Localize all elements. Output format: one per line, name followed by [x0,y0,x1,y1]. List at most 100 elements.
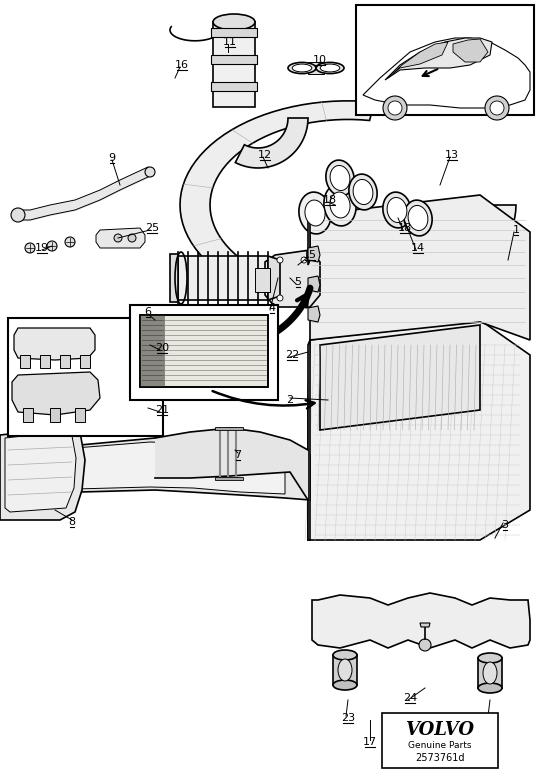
Polygon shape [23,408,33,422]
Circle shape [11,208,25,222]
Bar [211,82,257,91]
Polygon shape [333,655,357,685]
Polygon shape [310,195,530,340]
Text: 24: 24 [403,693,417,703]
Ellipse shape [330,192,350,218]
Text: 4: 4 [268,303,275,313]
Ellipse shape [353,180,373,205]
Circle shape [485,96,509,120]
Circle shape [145,167,155,177]
Bar [356,5,534,115]
Polygon shape [268,256,280,300]
Polygon shape [265,250,320,307]
Ellipse shape [404,200,432,236]
Polygon shape [5,432,76,512]
Bar [140,315,268,387]
Polygon shape [40,355,50,368]
Text: 16: 16 [175,60,189,70]
Text: 10: 10 [313,55,327,65]
Polygon shape [308,246,320,262]
Polygon shape [308,306,320,322]
Text: VOLVO: VOLVO [405,721,474,739]
Text: 21: 21 [155,405,169,415]
Ellipse shape [292,64,312,72]
Polygon shape [308,215,310,265]
Polygon shape [0,428,85,520]
Text: 18: 18 [323,195,337,205]
Text: 6: 6 [144,307,151,317]
Polygon shape [12,372,100,415]
Text: 9: 9 [108,153,115,163]
Bar [382,713,498,768]
Circle shape [301,295,307,301]
Ellipse shape [326,160,354,196]
Polygon shape [213,22,255,107]
Ellipse shape [288,63,316,74]
Polygon shape [255,268,270,292]
Polygon shape [453,39,488,62]
Polygon shape [388,42,448,78]
Ellipse shape [320,64,340,72]
Text: 12: 12 [258,150,272,160]
Polygon shape [80,355,90,368]
Ellipse shape [324,184,356,226]
Circle shape [490,101,504,115]
Circle shape [47,241,57,251]
Circle shape [277,257,283,263]
Bar [211,55,257,64]
Polygon shape [385,38,492,80]
Bar [140,315,268,387]
Polygon shape [312,593,530,648]
Text: 25: 25 [145,223,159,233]
Polygon shape [50,408,60,422]
Bar [211,28,257,37]
Bar [8,318,163,436]
Circle shape [419,639,431,651]
Text: 8: 8 [68,517,75,527]
Text: 17: 17 [363,737,377,747]
Ellipse shape [316,63,344,74]
Text: 2: 2 [286,395,294,405]
Text: 22: 22 [285,350,299,360]
Polygon shape [75,408,85,422]
Ellipse shape [213,14,255,30]
Circle shape [383,96,407,120]
Polygon shape [308,62,324,74]
Polygon shape [236,118,308,168]
Text: 2573761d: 2573761d [415,753,465,763]
Polygon shape [5,438,310,500]
Bar [215,477,243,480]
Polygon shape [60,355,70,368]
Ellipse shape [299,192,331,234]
Ellipse shape [330,166,350,191]
Polygon shape [14,328,95,360]
Polygon shape [308,340,310,540]
Text: 20: 20 [155,343,169,353]
Polygon shape [308,320,530,540]
Circle shape [114,234,122,242]
Circle shape [301,257,307,263]
Text: 19: 19 [35,243,49,253]
Polygon shape [420,623,430,627]
Polygon shape [155,428,308,500]
Circle shape [388,101,402,115]
Text: 13: 13 [445,150,459,160]
Polygon shape [478,658,502,688]
Bar [140,315,165,387]
Ellipse shape [483,662,497,684]
Ellipse shape [333,650,357,660]
Ellipse shape [478,653,502,663]
Circle shape [65,237,75,247]
Text: 5: 5 [294,277,301,287]
Text: Genuine Parts: Genuine Parts [408,741,472,751]
Ellipse shape [305,200,325,226]
Polygon shape [363,38,530,108]
Ellipse shape [333,680,357,690]
Polygon shape [308,276,320,292]
Ellipse shape [383,192,411,228]
Ellipse shape [408,206,428,231]
Ellipse shape [478,683,502,693]
Text: 3: 3 [501,520,508,530]
Polygon shape [320,325,480,430]
Circle shape [25,243,35,253]
